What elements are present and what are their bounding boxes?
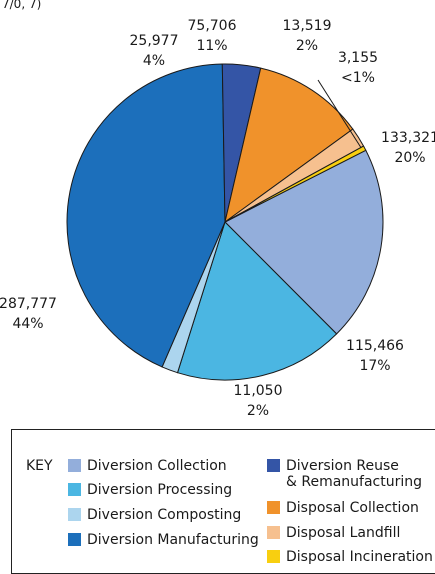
legend-item-diversion-manufacturing: Diversion Manufacturing: [68, 532, 259, 548]
legend-swatch: [68, 533, 81, 546]
slice-value-label: 75,706: [188, 18, 237, 34]
legend-item-diversion-processing: Diversion Processing: [68, 482, 232, 498]
legend-label: Diversion Processing: [87, 482, 233, 498]
legend-label: Diversion Composting: [87, 507, 242, 523]
slice-value-label: 115,466: [346, 338, 404, 354]
slice-percent-label: 44%: [12, 316, 43, 332]
legend-swatch: [267, 526, 280, 539]
slice-value-label: 133,321: [381, 130, 435, 146]
incineration-leader-line: [317, 79, 362, 149]
slice-percent-label: 20%: [394, 150, 425, 166]
legend-swatch: [267, 459, 280, 472]
pie-slice-disposal-collection: [224, 67, 354, 224]
slice-percent-label: 11%: [196, 38, 227, 54]
legend-label: Disposal Collection: [286, 500, 419, 516]
slice-value-label: 25,977: [130, 33, 179, 49]
legend-swatch: [68, 508, 81, 521]
pie-slice-diversion-processing: [176, 221, 338, 381]
legend-item-disposal-collection: Disposal Collection: [267, 500, 419, 516]
pie-slice-diversion-collection: [224, 149, 384, 335]
slice-value-label: 13,519: [283, 18, 332, 34]
legend-label: Disposal Incineration: [286, 549, 433, 565]
legend-item-disposal-landfill: Disposal Landfill: [267, 525, 400, 541]
legend-item-disposal-incineration: Disposal Incineration: [267, 549, 433, 565]
slice-value-label: 3,155: [338, 50, 378, 66]
slice-percent-label: 17%: [359, 358, 390, 374]
slice-percent-label: 2%: [296, 38, 318, 54]
legend-swatch: [267, 550, 280, 563]
legend-swatch: [68, 483, 81, 496]
legend-item-diversion-composting: Diversion Composting: [68, 507, 241, 523]
slice-value-label: 11,050: [234, 383, 283, 399]
legend-swatch: [68, 459, 81, 472]
legend-swatch: [267, 501, 280, 514]
legend-title: KEY: [26, 458, 53, 474]
slice-percent-label: 4%: [143, 53, 165, 69]
legend-label: Diversion Collection: [87, 458, 227, 474]
legend: KEY Diversion Collection Diversion Proce…: [11, 429, 435, 574]
legend-label: Diversion Reuse & Remanufacturing: [286, 458, 423, 490]
legend-label: Diversion Manufacturing: [87, 532, 259, 548]
pie-slice-diversion-manufacturing: [66, 63, 226, 368]
slice-percent-label: 2%: [247, 403, 269, 419]
pie-chart: 133,321 20% 115,466 17% 11,050 2% 287,777 44% 25…: [0, 18, 435, 419]
pie-slice-disposal-incineration: [224, 145, 367, 223]
legend-item-diversion-reuse: Diversion Reuse & Remanufacturing: [267, 458, 422, 490]
slice-percent-label: <1%: [341, 70, 375, 86]
cropped-caption-fragment: 7/0, 7): [2, 0, 42, 11]
legend-label: Disposal Landfill: [286, 525, 401, 541]
legend-item-diversion-collection: Diversion Collection: [68, 458, 227, 474]
slice-value-label: 287,777: [0, 296, 57, 312]
